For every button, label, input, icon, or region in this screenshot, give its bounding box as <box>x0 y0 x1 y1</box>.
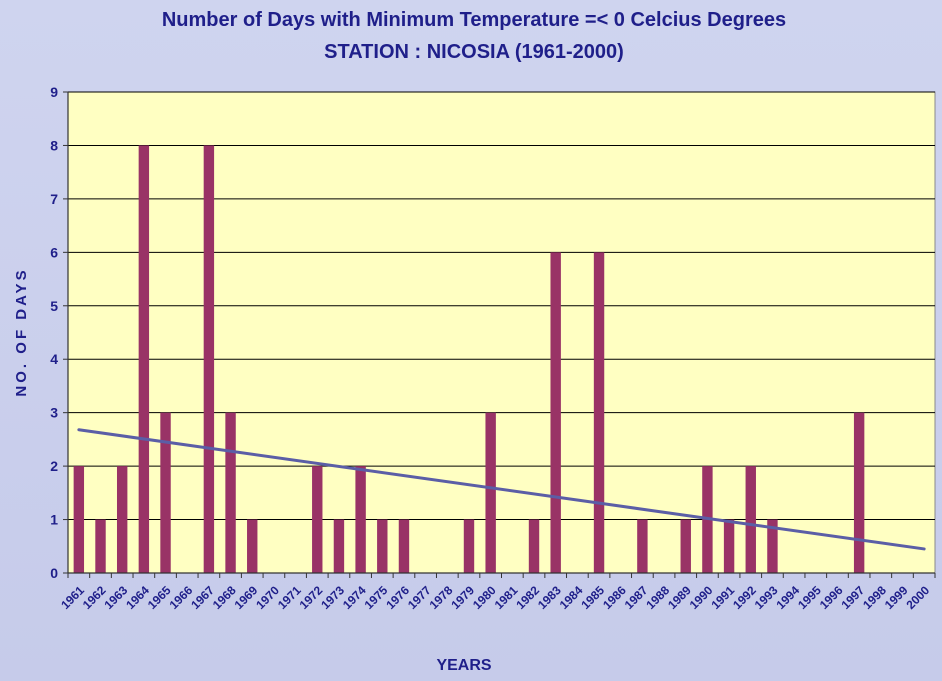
x-tick-label: 1977 <box>405 583 434 612</box>
bar-1961 <box>73 466 85 573</box>
y-tick-labels: 0 1 2 3 4 5 6 7 8 9 <box>50 84 58 581</box>
bar-1973 <box>333 519 345 573</box>
axes <box>63 91 936 578</box>
bar-1985 <box>593 252 605 574</box>
x-tick-label: 1987 <box>622 583 651 612</box>
x-tick-label: 1976 <box>383 583 412 612</box>
x-tick-label: 2000 <box>904 583 933 612</box>
x-tick-label: 1964 <box>123 583 152 612</box>
x-tick-label: 1984 <box>557 583 586 612</box>
bar-1975 <box>377 519 388 573</box>
x-tick-label: 1998 <box>860 583 889 612</box>
y-tick-label: 8 <box>50 137 58 153</box>
bar-1993 <box>767 519 778 573</box>
x-tick-label: 1985 <box>578 583 607 612</box>
x-tick-label: 1994 <box>773 583 802 612</box>
trendline-group <box>77 428 926 551</box>
y-axis-label: NO. OF DAYS <box>13 267 30 396</box>
x-tick-label: 1980 <box>470 583 499 612</box>
bar-1997 <box>853 412 865 573</box>
x-tick-label: 1982 <box>513 583 542 612</box>
x-tick-label: 1972 <box>297 583 326 612</box>
bar-1967 <box>203 145 215 573</box>
bar-1982 <box>528 519 540 573</box>
bar-1991 <box>723 519 735 573</box>
bar-1987 <box>637 519 648 573</box>
x-tick-label: 1970 <box>253 583 282 612</box>
x-tick-label: 1986 <box>600 583 629 612</box>
bar-1976 <box>398 519 410 573</box>
bar-1980 <box>485 412 496 573</box>
bars <box>73 145 865 574</box>
chart-subtitle: STATION : NICOSIA (1961-2000) <box>324 41 624 63</box>
chart-title: Number of Days with Minimum Temperature … <box>162 9 786 31</box>
x-tick-label: 1981 <box>492 583 521 612</box>
x-tick-label: 1969 <box>232 583 261 612</box>
x-tick-label: 1996 <box>817 583 846 612</box>
y-tick-label: 1 <box>50 512 58 528</box>
bar-1969 <box>247 519 258 573</box>
bar-1979 <box>463 519 475 573</box>
bar-1972 <box>312 466 323 573</box>
x-tick-label: 1983 <box>535 583 564 612</box>
y-tick-label: 4 <box>50 351 58 367</box>
x-axis-label: YEARS <box>436 657 491 674</box>
x-tick-label: 1967 <box>188 583 217 612</box>
x-tick-label: 1963 <box>102 583 131 612</box>
x-tick-label: 1997 <box>838 583 867 612</box>
bar-1965 <box>160 412 171 573</box>
y-tick-label: 5 <box>50 298 58 314</box>
y-tick-label: 9 <box>50 84 58 100</box>
trendline <box>77 428 926 551</box>
x-tick-label: 1988 <box>643 583 672 612</box>
x-tick-label: 1992 <box>730 583 759 612</box>
plot-area <box>67 91 936 574</box>
bar-1963 <box>116 466 128 573</box>
y-tick-label: 6 <box>50 244 58 260</box>
x-tick-label: 1968 <box>210 583 239 612</box>
y-tick-label: 0 <box>50 565 58 581</box>
x-tick-label: 1965 <box>145 583 174 612</box>
x-tick-label: 1995 <box>795 583 824 612</box>
bar-1989 <box>680 519 691 573</box>
x-tick-label: 1993 <box>752 583 781 612</box>
x-tick-label: 1989 <box>665 583 694 612</box>
bar-1983 <box>550 252 561 574</box>
y-tick-label: 2 <box>50 458 58 474</box>
bar-1992 <box>745 466 756 573</box>
x-tick-label: 1973 <box>318 583 347 612</box>
bar-1974 <box>355 466 366 573</box>
x-tick-label: 1966 <box>167 583 196 612</box>
bar-1964 <box>138 145 150 573</box>
x-tick-label: 1978 <box>427 583 456 612</box>
x-tick-label: 1971 <box>275 583 304 612</box>
x-tick-label: 1961 <box>58 583 87 612</box>
y-tick-label: 3 <box>50 405 58 421</box>
x-tick-label: 1975 <box>362 583 391 612</box>
x-tick-label: 1990 <box>687 583 716 612</box>
bar-1962 <box>95 519 106 573</box>
x-tick-label: 1991 <box>708 583 737 612</box>
x-tick-label: 1974 <box>340 583 369 612</box>
x-tick-labels: 1961196219631964196519661967196819691970… <box>58 583 932 612</box>
y-tick-label: 7 <box>50 191 58 207</box>
x-tick-label: 1962 <box>80 583 109 612</box>
x-tick-label: 1999 <box>882 583 911 612</box>
x-tick-label: 1979 <box>448 583 477 612</box>
bar-1968 <box>225 412 236 573</box>
